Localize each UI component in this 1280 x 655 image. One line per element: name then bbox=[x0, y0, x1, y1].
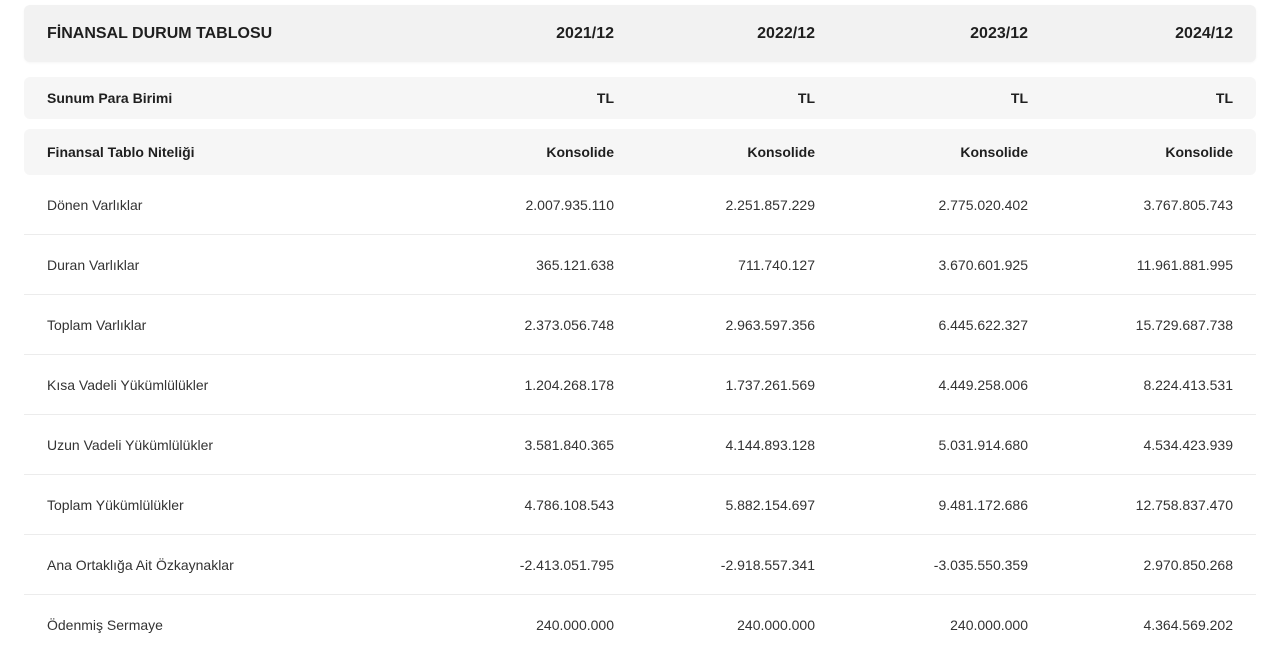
row-value: 4.364.569.202 bbox=[1143, 617, 1233, 633]
row-label: Kısa Vadeli Yükümlülükler bbox=[47, 376, 209, 393]
row-value: TL bbox=[1215, 90, 1233, 106]
period-header-2022: 2022/12 bbox=[757, 24, 815, 42]
row-value: 711.740.127 bbox=[738, 256, 815, 273]
row-value: -2.918.557.341 bbox=[720, 556, 815, 573]
table-row: Toplam Varlıklar 2.373.056.748 2.963.597… bbox=[24, 295, 1256, 355]
row-value: 1.737.261.569 bbox=[725, 376, 815, 393]
row-label: Dönen Varlıklar bbox=[47, 196, 143, 213]
row-value: 365.121.638 bbox=[536, 256, 614, 273]
row-value: 12.758.837.470 bbox=[1135, 496, 1233, 513]
row-value: 2.007.935.110 bbox=[525, 196, 615, 213]
table-title: FİNANSAL DURUM TABLOSU bbox=[47, 24, 273, 42]
row-value: 9.481.172.686 bbox=[938, 496, 1028, 513]
row-value: 240.000.000 bbox=[737, 617, 815, 633]
row-value: 2.963.597.356 bbox=[725, 316, 815, 333]
table-row: Ana Ortaklığa Ait Özkaynaklar -2.413.051… bbox=[24, 535, 1256, 595]
period-header-2024: 2024/12 bbox=[1175, 24, 1233, 42]
table-row: Duran Varlıklar 365.121.638 711.740.127 … bbox=[24, 235, 1256, 295]
row-value: Konsolide bbox=[747, 144, 815, 160]
table-row: Uzun Vadeli Yükümlülükler 3.581.840.365 … bbox=[24, 415, 1256, 475]
row-value: Konsolide bbox=[1165, 144, 1233, 160]
row-value: -3.035.550.359 bbox=[933, 556, 1028, 573]
row-label: Ödenmiş Sermaye bbox=[47, 617, 163, 633]
statement-type-row: Finansal Tablo Niteliği Konsolide Konsol… bbox=[24, 129, 1256, 175]
row-value: 2.970.850.268 bbox=[1143, 556, 1233, 573]
row-value: TL bbox=[596, 90, 614, 106]
row-value: 5.882.154.697 bbox=[725, 496, 815, 513]
row-value: Konsolide bbox=[546, 144, 614, 160]
table-row: Toplam Yükümlülükler 4.786.108.543 5.882… bbox=[24, 475, 1256, 535]
row-label: Sunum Para Birimi bbox=[47, 90, 173, 106]
financial-statement-table: FİNANSAL DURUM TABLOSU 2021/12 2022/12 2… bbox=[24, 0, 1256, 655]
row-label: Toplam Varlıklar bbox=[47, 316, 147, 333]
row-value: 4.144.893.128 bbox=[725, 436, 815, 453]
row-value: 3.767.805.743 bbox=[1143, 196, 1233, 213]
row-value: 2.775.020.402 bbox=[938, 196, 1028, 213]
table-row: Dönen Varlıklar 2.007.935.110 2.251.857.… bbox=[24, 175, 1256, 235]
row-label: Duran Varlıklar bbox=[47, 256, 140, 273]
row-value: -2.413.051.795 bbox=[519, 556, 614, 573]
row-value: 8.224.413.531 bbox=[1143, 376, 1233, 393]
table-row: Ödenmiş Sermaye 240.000.000 240.000.000 … bbox=[24, 595, 1256, 655]
period-header-2021: 2021/12 bbox=[556, 24, 614, 42]
table-header: FİNANSAL DURUM TABLOSU 2021/12 2022/12 2… bbox=[24, 5, 1256, 62]
row-value: 240.000.000 bbox=[950, 617, 1028, 633]
row-value: 3.581.840.365 bbox=[524, 436, 614, 453]
row-value: 1.204.268.178 bbox=[524, 376, 614, 393]
row-value: 6.445.622.327 bbox=[938, 316, 1028, 333]
row-value: TL bbox=[797, 90, 815, 106]
row-value: 15.729.687.738 bbox=[1135, 316, 1233, 333]
row-value: 2.251.857.229 bbox=[725, 196, 815, 213]
row-value: 4.534.423.939 bbox=[1143, 436, 1233, 453]
row-label: Toplam Yükümlülükler bbox=[47, 496, 184, 513]
row-value: Konsolide bbox=[960, 144, 1028, 160]
row-label: Finansal Tablo Niteliği bbox=[47, 144, 195, 160]
currency-row: Sunum Para Birimi TL TL TL TL bbox=[24, 77, 1256, 119]
row-value: 240.000.000 bbox=[536, 617, 614, 633]
row-label: Ana Ortaklığa Ait Özkaynaklar bbox=[47, 556, 234, 573]
row-value: 4.786.108.543 bbox=[524, 496, 614, 513]
row-value: 5.031.914.680 bbox=[938, 436, 1028, 453]
row-value: 2.373.056.748 bbox=[524, 316, 614, 333]
row-label: Uzun Vadeli Yükümlülükler bbox=[47, 436, 214, 453]
row-value: 4.449.258.006 bbox=[938, 376, 1028, 393]
row-value: TL bbox=[1010, 90, 1028, 106]
row-value: 11.961.881.995 bbox=[1136, 256, 1233, 273]
table-row: Kısa Vadeli Yükümlülükler 1.204.268.178 … bbox=[24, 355, 1256, 415]
row-value: 3.670.601.925 bbox=[938, 256, 1028, 273]
period-header-2023: 2023/12 bbox=[970, 24, 1028, 42]
